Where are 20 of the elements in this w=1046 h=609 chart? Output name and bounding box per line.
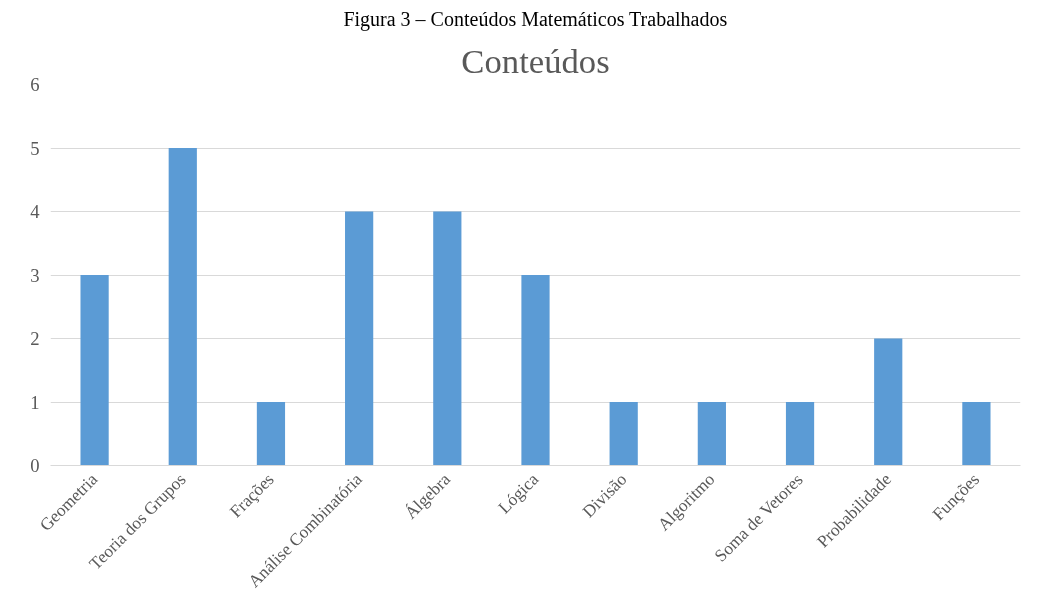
bar <box>80 275 109 466</box>
chart-title: Figura 3 – Conteúdos Matemáticos Trabalhados <box>343 7 728 31</box>
y-tick-label: 1 <box>30 391 40 413</box>
y-tick-label: 3 <box>30 264 40 286</box>
bar <box>962 402 991 466</box>
bar <box>785 402 815 466</box>
bar <box>697 402 726 466</box>
y-tick-label: 5 <box>30 137 40 159</box>
bar <box>168 148 197 466</box>
bar <box>521 275 550 466</box>
y-tick-label: 2 <box>30 328 40 349</box>
bar <box>256 402 286 466</box>
bar <box>874 338 903 466</box>
y-tick-label: 6 <box>30 74 40 95</box>
bar <box>609 402 638 466</box>
y-tick-label: 4 <box>30 201 41 222</box>
bar <box>433 211 462 466</box>
bar <box>345 211 374 466</box>
chart-subtitle: Conteúdos <box>461 41 610 80</box>
y-tick-label: 0 <box>30 455 40 476</box>
